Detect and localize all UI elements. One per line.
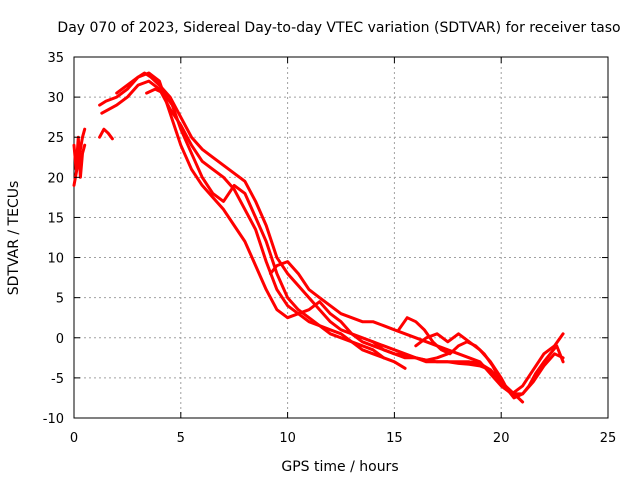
x-tick-label: 15 — [386, 431, 403, 446]
y-tick-label: 10 — [47, 252, 64, 267]
x-tick-label: 25 — [600, 431, 617, 446]
y-tick-label: -10 — [43, 412, 64, 427]
series-line-trace-2 — [72, 135, 87, 179]
chart-title: Day 070 of 2023, Sidereal Day-to-day VTE… — [57, 20, 620, 36]
series-line-trace-3 — [98, 127, 114, 141]
plot-frame — [73, 56, 609, 419]
x-tick-label: 10 — [279, 431, 296, 446]
x-tick-label: 20 — [493, 431, 510, 446]
y-tick-label: 25 — [47, 131, 64, 146]
y-tick-label: -5 — [51, 372, 64, 387]
series-line-trace-7 — [145, 87, 386, 360]
series-line-trace-8 — [269, 260, 565, 396]
y-tick-label: 5 — [56, 292, 64, 307]
series-layer — [72, 71, 565, 404]
y-tick-label: 15 — [47, 211, 64, 226]
y-tick-label: 0 — [56, 332, 64, 347]
x-tick-label: 0 — [70, 431, 78, 446]
y-tick-label: 35 — [47, 51, 64, 66]
y-axis-label: SDTVAR / TECUs — [6, 181, 22, 296]
y-tick-label: 20 — [47, 171, 64, 186]
ticks: 0 5 10 15 20 25 -10 -5 0 5 10 15 20 25 30 35 — [43, 51, 617, 446]
series-line-trace-11 — [371, 340, 565, 396]
grid — [74, 57, 608, 418]
x-axis-label: GPS time / hours — [281, 459, 398, 475]
y-tick-label: 30 — [47, 91, 64, 106]
x-tick-label: 5 — [177, 431, 185, 446]
